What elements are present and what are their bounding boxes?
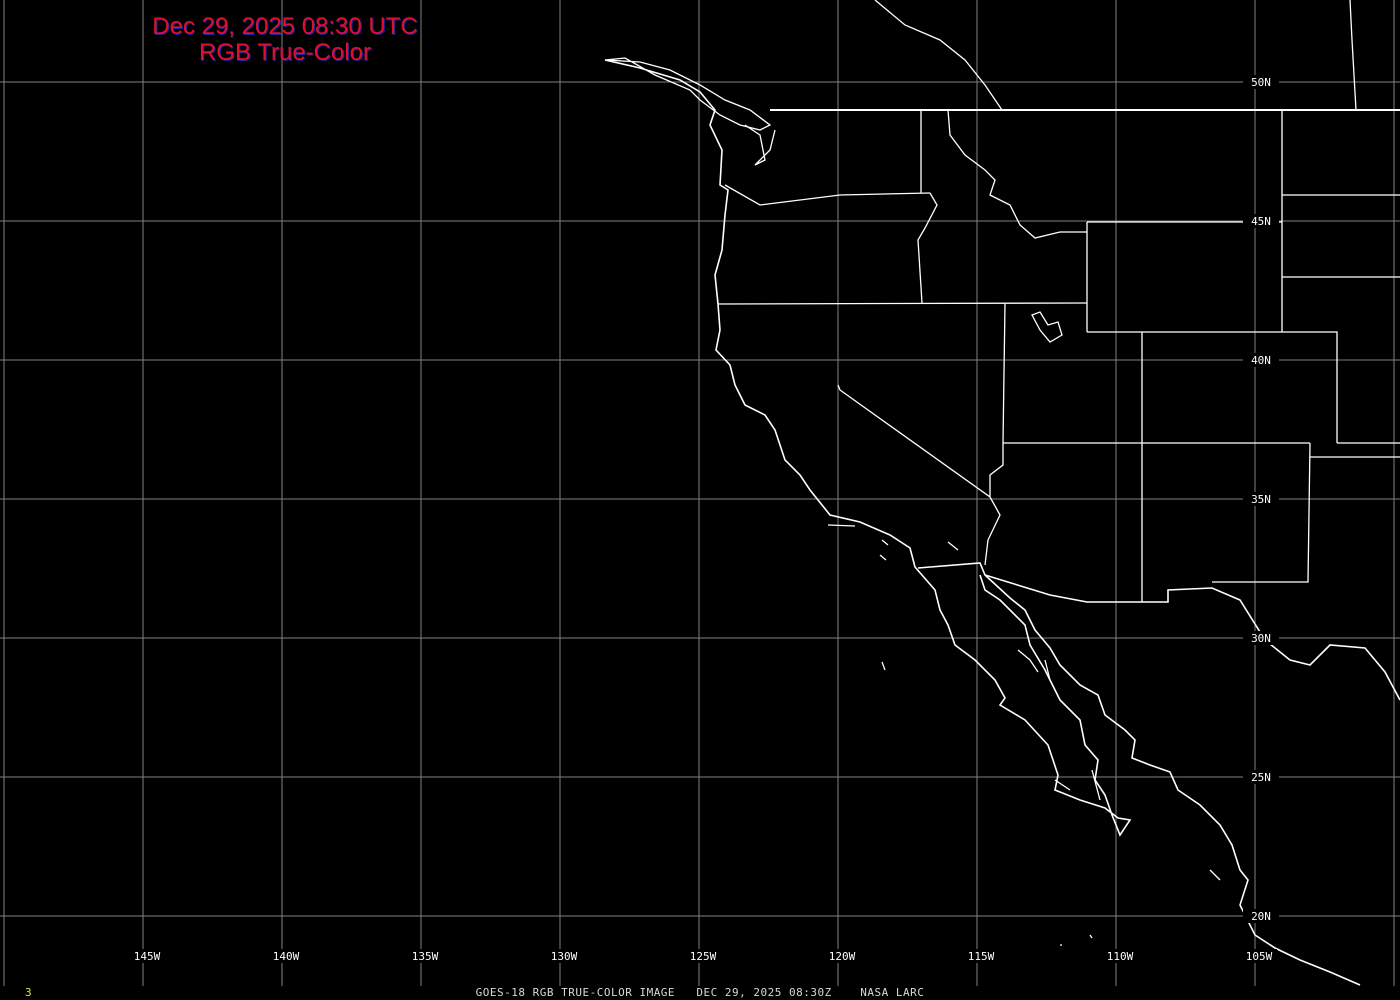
- bc-alberta-line: [874, 0, 1003, 111]
- latitude-label: 50N: [1251, 76, 1271, 89]
- longitude-label: 135W: [412, 950, 439, 963]
- title-timestamp: Dec 29, 2025 08:30 UTC: [152, 13, 418, 40]
- longitude-label: 140W: [273, 950, 300, 963]
- salton-sea: [947, 541, 959, 551]
- puget-sound: [744, 124, 776, 166]
- longitude-label-background: [685, 949, 721, 963]
- mexico-mainland-coastline: [984, 574, 1361, 986]
- latitude-label: 30N: [1251, 632, 1271, 645]
- longitude-label-background: [1241, 949, 1277, 963]
- or-id-border: [917, 192, 938, 304]
- wa-or-border: [724, 184, 931, 206]
- guadalupe-island: [881, 661, 886, 671]
- longitude-label-background: [824, 949, 860, 963]
- longitude-label-background: [129, 949, 165, 963]
- longitude-label-background: [1102, 949, 1138, 963]
- frame-number: 3: [25, 986, 32, 999]
- latitude-label-background: [1243, 492, 1279, 506]
- pacific-coastline: [604, 59, 1132, 837]
- gulf-islands: [1017, 649, 1101, 801]
- latitude-label-background: [1243, 353, 1279, 367]
- channel-islands: [827, 524, 889, 561]
- image-title: Dec 29, 2025 08:30 UTC RGB True-Color: [140, 14, 430, 66]
- longitude-label-background: [963, 949, 999, 963]
- latitude-label: 20N: [1251, 910, 1271, 923]
- footer-caption: GOES-18 RGB TRUE-COLOR IMAGE DEC 29, 202…: [475, 986, 925, 999]
- latitude-label: 35N: [1251, 493, 1271, 506]
- great-salt-lake: [1031, 311, 1063, 343]
- longitude-label: 125W: [690, 950, 717, 963]
- id-mt-border: [947, 109, 1087, 239]
- longitude-label: 130W: [551, 950, 578, 963]
- latitude-label-background: [1243, 909, 1279, 923]
- revillagigedo-islands: [1060, 934, 1093, 946]
- four-corners-line: [1003, 442, 1400, 458]
- longitude-label: 120W: [829, 950, 856, 963]
- tres-marias: [1209, 869, 1221, 881]
- longitude-label: 145W: [134, 950, 161, 963]
- latitude-label-background: [1243, 770, 1279, 784]
- ut-wy-co: [1087, 331, 1338, 443]
- canada-province-line: [1349, 0, 1357, 111]
- latitude-label-background: [1243, 214, 1279, 228]
- latitude-label-background: [1243, 631, 1279, 645]
- longitude-label-background: [407, 949, 443, 963]
- northern-border-ca-nv-ut: [717, 302, 1088, 305]
- longitude-label-background: [546, 949, 582, 963]
- latitude-label-background: [1243, 75, 1279, 89]
- us-mexico-border: [917, 562, 1400, 701]
- nv-ut-border: [1002, 302, 1006, 444]
- longitude-label: 115W: [968, 950, 995, 963]
- longitude-label-background: [268, 949, 304, 963]
- latitude-label: 45N: [1251, 215, 1271, 228]
- longitude-label: 105W: [1246, 950, 1273, 963]
- title-product: RGB True-Color: [198, 39, 372, 66]
- longitude-label: 110W: [1107, 950, 1134, 963]
- nm-tx-border: [1212, 442, 1311, 583]
- grid-labels: 145W 140W 135W 130W 125W 120W 115W 110W 105W 50N 4…: [129, 75, 1279, 963]
- latitude-label: 40N: [1251, 354, 1271, 367]
- ca-nv-border: [837, 384, 1004, 566]
- boundaries: [604, 0, 1400, 986]
- latitude-label: 25N: [1251, 771, 1271, 784]
- vancouver-island: [604, 57, 772, 131]
